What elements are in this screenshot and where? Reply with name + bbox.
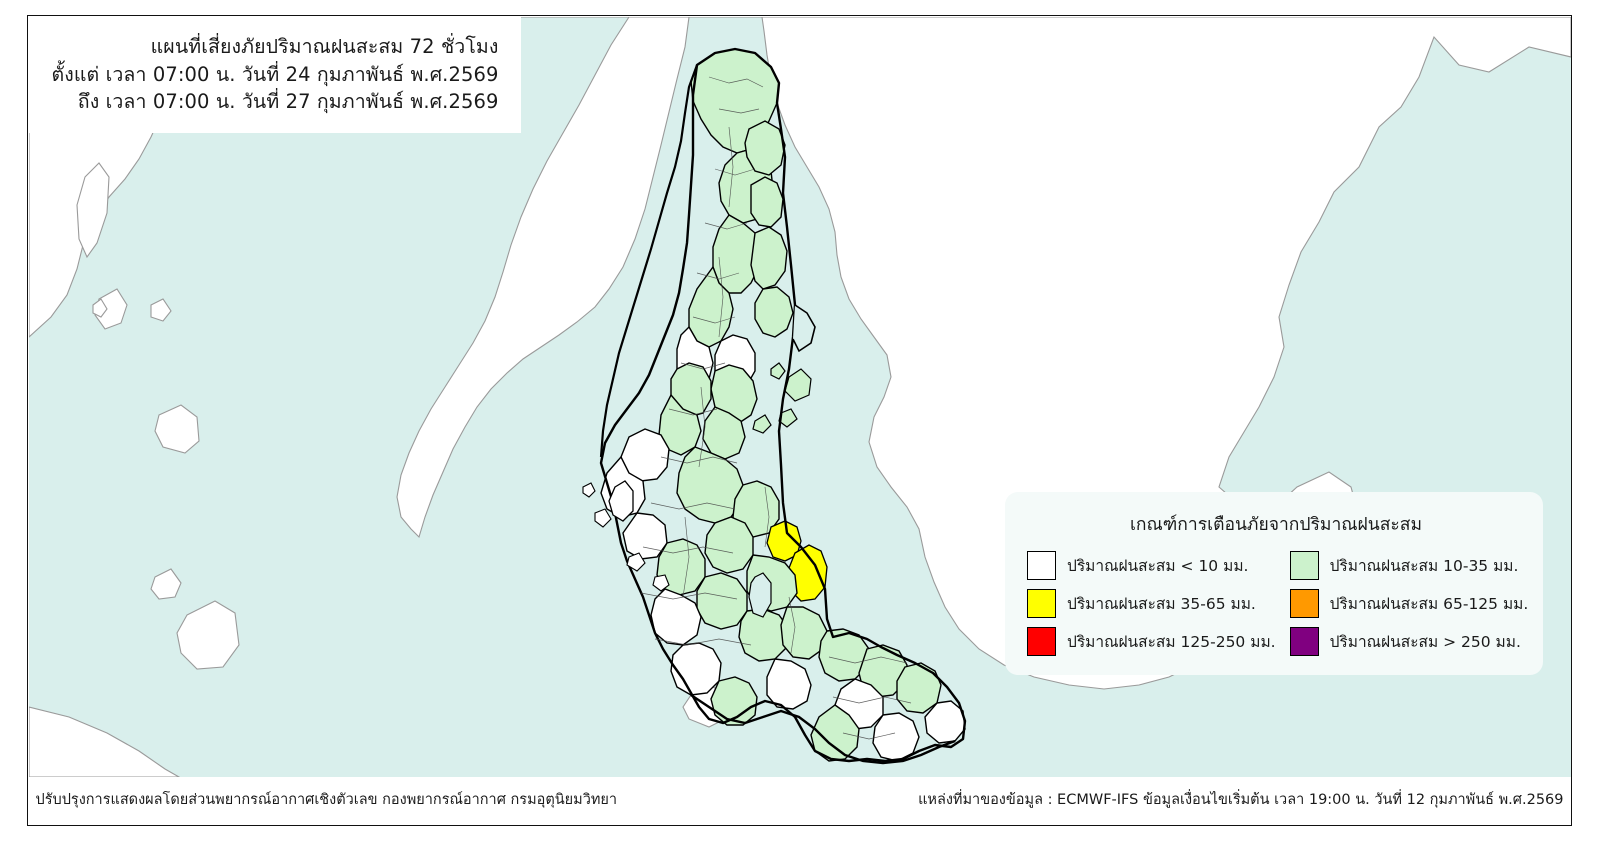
myanmar-coastal-landmass — [395, 16, 690, 538]
peninsula-coastline — [599, 47, 966, 762]
legend-label-gt250: ปริมาณฝนสะสม > 250 มม. — [1329, 633, 1521, 651]
legend-swatch-10-35 — [1289, 551, 1319, 580]
legend-item-gt250[interactable]: ปริมาณฝนสะสม > 250 มม. — [1289, 627, 1529, 656]
legend-label-65-125: ปริมาณฝนสะสม 65-125 มม. — [1329, 595, 1529, 613]
legend-title: เกณฑ์การเตือนภัยจากปริมาณฝนสะสม — [1129, 515, 1423, 535]
province-region-gulf-strip-a[interactable] — [749, 225, 788, 290]
province-region-gulf-strip-c[interactable] — [749, 175, 784, 228]
province-region-satun-green[interactable] — [709, 675, 758, 726]
island-outline — [153, 403, 200, 454]
legend-swatch-gt250 — [1289, 627, 1319, 656]
map-title-box: แผนที่เสี่ยงภัยปริมาณฝนสะสม 72 ชั่วโมง ต… — [28, 16, 521, 133]
legend-swatch-35-65 — [1027, 589, 1056, 618]
myanmar-border — [599, 64, 698, 457]
province-region-satun[interactable] — [669, 641, 722, 696]
coastal-bay — [791, 303, 816, 352]
legend-item-125-250[interactable]: ปริมาณฝนสะสม 125-250 มม. — [1027, 627, 1276, 656]
province-region-surat-d[interactable] — [701, 405, 746, 460]
songkhla-lake — [747, 571, 772, 618]
legend-item-65-125[interactable]: ปริมาณฝนสะสม 65-125 มม. — [1289, 589, 1529, 618]
island-outline — [149, 297, 172, 322]
islet — [625, 551, 646, 572]
legend-item-lt10[interactable]: ปริมาณฝนสะสม < 10 มม. — [1027, 551, 1276, 580]
province-region-krabi-a[interactable] — [621, 511, 668, 560]
island-outline — [149, 567, 182, 600]
map-title-line-3: ถึง เวลา 07:00 น. วันที่ 27 กุมภาพันธ์ พ… — [77, 90, 499, 114]
footer-bar: ปรับปรุงการแสดงผลโดยส่วนพยากรณ์อากาศเชิง… — [28, 777, 1571, 824]
province-region-gulf-strip-b[interactable] — [753, 285, 794, 338]
malaysia-border — [689, 693, 955, 764]
island-outline — [91, 297, 108, 318]
province-region-phatthalung[interactable] — [695, 571, 748, 630]
islet — [593, 507, 612, 528]
island-region[interactable] — [769, 361, 786, 380]
islet — [581, 481, 596, 498]
province-region-surat-b[interactable] — [669, 361, 712, 418]
province-region-nakhon-c[interactable] — [703, 515, 754, 574]
legend-label-35-65: ปริมาณฝนสะสม 35-65 มม. — [1067, 595, 1256, 613]
province-region-surat-c[interactable] — [657, 393, 702, 456]
map-title-line-2: ตั้งแต่ เวลา 07:00 น. วันที่ 24 กุมภาพัน… — [51, 62, 499, 86]
island-outline — [175, 599, 240, 670]
legend-grid: ปริมาณฝนสะสม < 10 มม. ปริมาณฝนสะสม 10-35… — [1027, 551, 1528, 656]
legend-swatch-65-125 — [1289, 589, 1319, 618]
footer-source-text: แหล่งที่มาของข้อมูล : ECMWF-IFS ข้อมูลเง… — [918, 792, 1564, 808]
legend-label-125-250: ปริมาณฝนสะสม 125-250 มม. — [1067, 633, 1276, 651]
district-lines-group — [640, 76, 911, 739]
legend-swatch-lt10 — [1027, 551, 1056, 580]
province-region-songkhla-b[interactable] — [779, 605, 828, 660]
phuket-island[interactable] — [607, 479, 634, 522]
island-outline — [28, 705, 180, 777]
province-region-surat-a[interactable] — [709, 363, 758, 424]
map-title-line-1: แผนที่เสี่ยงภัยปริมาณฝนสะสม 72 ชั่วโมง — [150, 34, 499, 58]
footer-producer-text: ปรับปรุงการแสดงผลโดยส่วนพยากรณ์อากาศเชิง… — [35, 792, 618, 808]
legend-panel: เกณฑ์การเตือนภัยจากปริมาณฝนสะสม ปริมาณฝน… — [1005, 492, 1543, 675]
province-region-trang-a[interactable] — [655, 537, 706, 596]
legend-item-35-65[interactable]: ปริมาณฝนสะสม 35-65 มม. — [1027, 589, 1276, 618]
province-region-songkhla-white[interactable] — [765, 657, 812, 710]
islet — [651, 573, 670, 592]
andaman-islets-group — [581, 481, 670, 592]
island-region[interactable] — [751, 413, 772, 434]
gulf-islands-group — [751, 361, 812, 434]
legend-label-10-35: ปริมาณฝนสะสม 10-35 มม. — [1329, 557, 1519, 575]
legend-item-10-35[interactable]: ปริมาณฝนสะสม 10-35 มม. — [1289, 551, 1529, 580]
legend-swatch-125-250 — [1027, 627, 1056, 656]
province-region-gulf-strip-d[interactable] — [743, 119, 786, 176]
legend-label-lt10: ปริมาณฝนสะสม < 10 มม. — [1067, 557, 1249, 575]
island-outline — [75, 161, 110, 258]
island-outline — [93, 287, 128, 330]
province-region-narathiwat-a[interactable] — [895, 661, 942, 714]
